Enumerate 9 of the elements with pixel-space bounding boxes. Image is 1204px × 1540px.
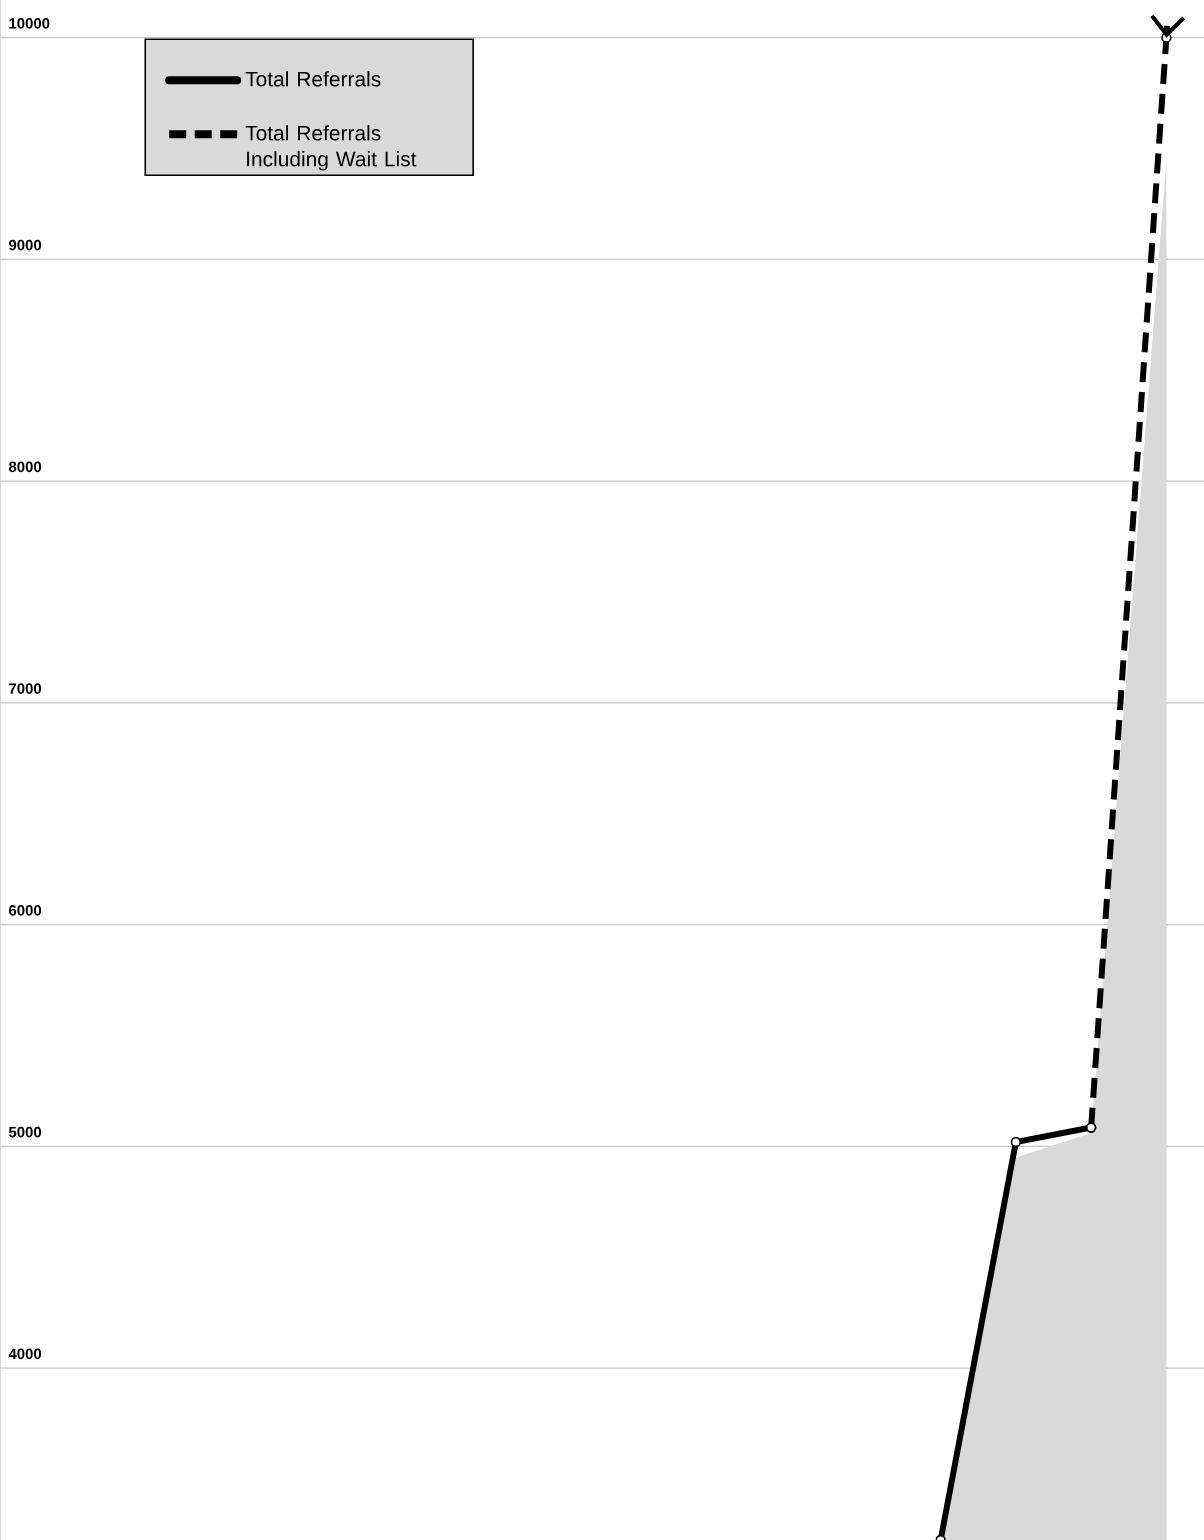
y-tick-label: 4000 xyxy=(8,1348,42,1360)
y-tick-label: 7000 xyxy=(9,683,42,694)
y-tick-label: 10000 xyxy=(9,18,50,29)
y-tick-label: 8000 xyxy=(8,461,42,473)
y-tick-label: 5000 xyxy=(8,1126,42,1138)
legend-label: Total Referrals Including Wait List xyxy=(245,125,417,171)
y-tick-label: 9000 xyxy=(8,239,42,251)
legend-label: Total Referrals xyxy=(245,71,381,87)
y-tick-label: 6000 xyxy=(9,905,42,916)
